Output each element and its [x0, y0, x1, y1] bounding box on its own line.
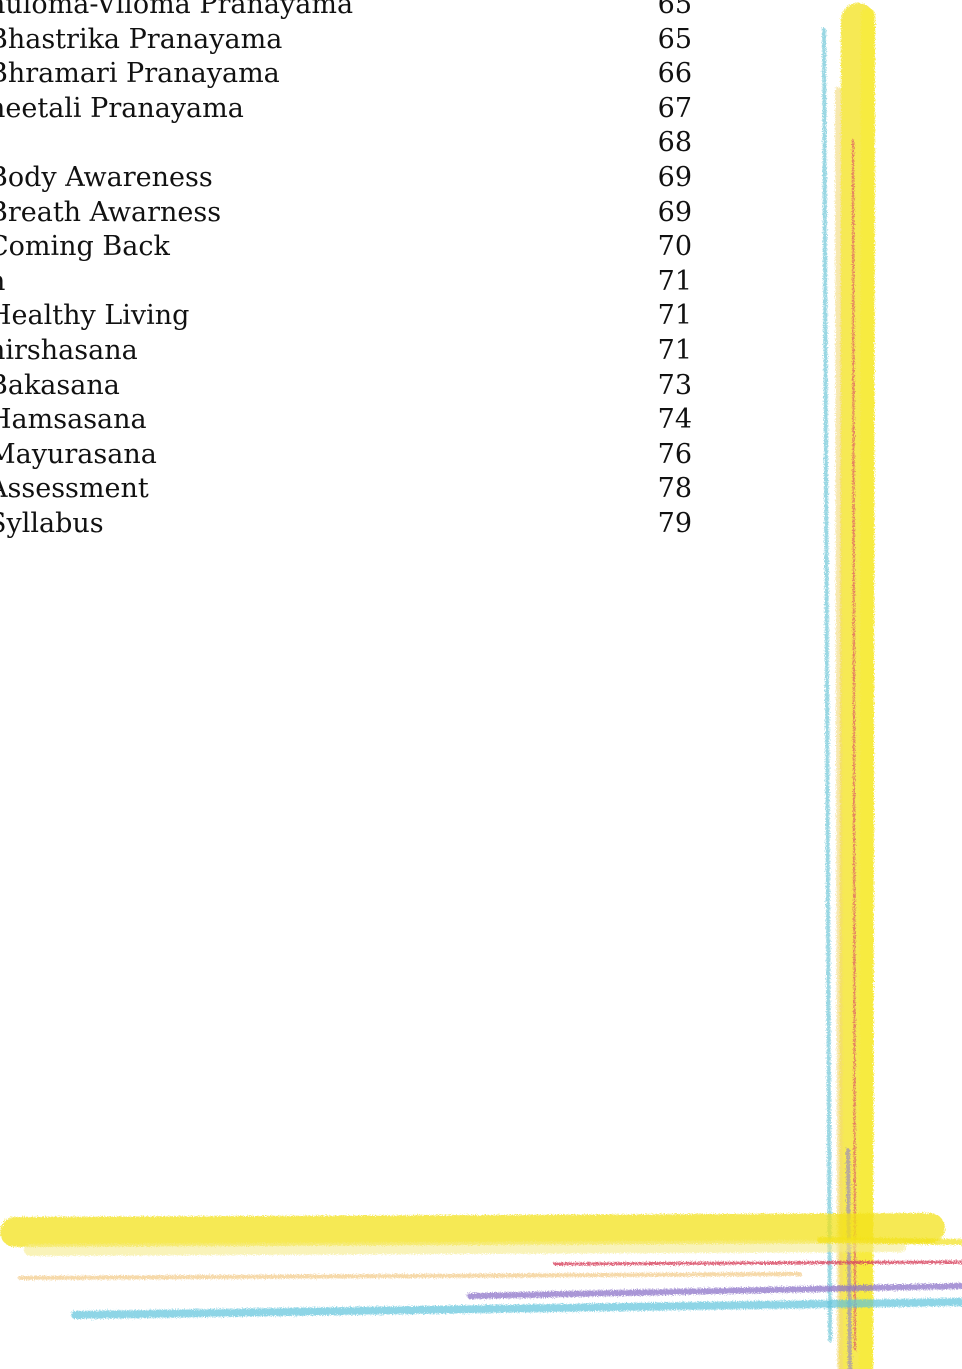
- toc-entry: Bakasana 73: [0, 369, 692, 403]
- page-number: 70: [657, 231, 692, 263]
- entry-title: Bhramari Pranayama: [0, 58, 280, 90]
- entry-title: Syllabus: [0, 508, 104, 539]
- entry-title: Body Awareness: [0, 162, 213, 193]
- toc-entry: Assessment 78: [0, 472, 692, 506]
- entry-title: heetali Pranayama: [0, 92, 244, 124]
- toc-entry: hirshasana 71: [0, 334, 692, 368]
- page-number: 78: [657, 473, 692, 505]
- toc-entry: Bhramari Pranayama 66: [0, 57, 692, 91]
- toc-entry: Mayurasana 76: [0, 438, 692, 472]
- page-number: 69: [657, 162, 692, 193]
- entry-title: Healthy Living: [0, 300, 190, 332]
- entry-title: n: [0, 265, 5, 299]
- page-number: 67: [657, 92, 692, 124]
- entry-title: Assessment: [0, 473, 149, 505]
- toc-entry: Syllabus 79: [0, 507, 692, 541]
- page-number: 65: [657, 23, 692, 55]
- toc-entry: Hamsasana 74: [0, 403, 692, 437]
- page-number: 71: [657, 300, 692, 332]
- page-number: 69: [657, 196, 692, 228]
- toc-entry: Breath Awarness 69: [0, 196, 692, 230]
- toc-entry: Healthy Living 71: [0, 299, 692, 333]
- page-number: 74: [657, 404, 692, 436]
- entry-title: nuloma-Viloma Pranayama: [0, 0, 354, 20]
- toc-entry: heetali Pranayama 67: [0, 92, 692, 126]
- entry-title: Bakasana: [0, 369, 120, 401]
- entry-title: Hamsasana: [0, 404, 147, 436]
- entry-title: hirshasana: [0, 335, 138, 366]
- entry-title: Coming Back: [0, 231, 170, 263]
- page-number: 73: [657, 369, 692, 401]
- page-number: 71: [657, 265, 692, 297]
- toc-entry: Bhastrika Pranayama 65: [0, 23, 692, 57]
- page-number: 68: [657, 127, 692, 159]
- toc-entry: Coming Back 70: [0, 230, 692, 264]
- toc-entry: n 71: [0, 265, 692, 299]
- toc-entry: nuloma-Viloma Pranayama 65: [0, 0, 692, 22]
- page-number: 79: [657, 508, 692, 539]
- entry-title: Breath Awarness: [0, 196, 222, 228]
- entry-title: Bhastrika Pranayama: [0, 23, 283, 55]
- toc-entry: Body Awareness 69: [0, 161, 692, 195]
- entry-title: Mayurasana: [0, 438, 157, 470]
- toc-entry: 68: [0, 126, 692, 160]
- page-number: 76: [657, 438, 692, 470]
- page-number: 71: [657, 335, 692, 366]
- page-number: 65: [657, 0, 692, 20]
- page-number: 66: [657, 58, 692, 90]
